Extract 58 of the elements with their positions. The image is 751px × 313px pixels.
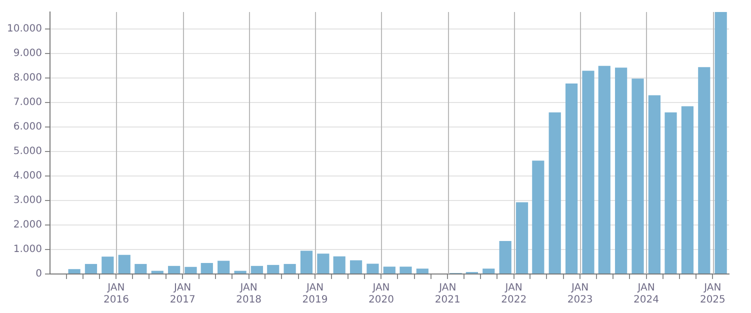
bar	[200, 262, 213, 274]
x-tick-label: JAN 2023	[567, 282, 593, 306]
x-tick-label: JAN 2019	[302, 282, 328, 306]
bar	[350, 260, 362, 274]
bar	[400, 266, 412, 274]
bar	[68, 269, 80, 274]
bar	[218, 260, 230, 274]
y-tick-label: 6.000	[13, 122, 42, 133]
bar	[615, 68, 628, 274]
bar	[416, 268, 428, 274]
y-tick-label: 1.000	[13, 244, 42, 256]
bar	[482, 268, 495, 274]
x-tick-label: JAN 2020	[368, 282, 394, 306]
bar	[664, 112, 677, 274]
x-tick-label: JAN 2024	[634, 282, 660, 306]
y-tick-label: 9.000	[13, 48, 42, 60]
bar	[681, 106, 694, 274]
y-tick-label: 7.000	[13, 97, 42, 108]
bar	[184, 266, 197, 274]
bar	[250, 266, 264, 274]
bar	[333, 256, 346, 274]
bar	[714, 12, 727, 274]
bar	[532, 160, 544, 274]
bar	[598, 66, 610, 274]
bar	[151, 270, 164, 274]
bar	[632, 78, 644, 274]
bar	[383, 266, 396, 274]
x-tick-label: JAN 2021	[434, 282, 460, 306]
bar	[284, 264, 296, 274]
x-tick-label: JAN 2016	[103, 282, 129, 306]
x-tick-label: JAN 2022	[501, 282, 527, 306]
y-tick-label: 10.000	[6, 24, 42, 35]
bar	[267, 264, 280, 274]
y-tick-label: 5.000	[13, 146, 42, 158]
bar	[102, 256, 114, 274]
bar	[317, 254, 330, 274]
bar	[499, 240, 512, 274]
bar	[698, 67, 710, 274]
bar	[548, 112, 561, 274]
bar	[565, 84, 578, 274]
y-tick-label: 4.000	[13, 170, 42, 182]
y-tick-label: 2.000	[13, 220, 42, 231]
bar	[300, 250, 313, 274]
bar	[84, 264, 98, 274]
bar	[582, 70, 594, 274]
y-tick-label: 8.000	[13, 72, 42, 84]
bar	[516, 202, 528, 274]
bar	[366, 264, 379, 274]
x-tick-label: JAN 2025	[700, 282, 726, 306]
bar	[134, 264, 147, 274]
y-tick-label: 0	[36, 268, 42, 280]
bar	[118, 254, 130, 274]
x-tick-label: JAN 2017	[170, 282, 196, 306]
x-tick-label: JAN 2018	[236, 282, 262, 306]
y-tick-label: 3.000	[13, 195, 42, 206]
bar	[648, 95, 660, 274]
bar	[168, 266, 180, 274]
bar	[234, 270, 246, 274]
